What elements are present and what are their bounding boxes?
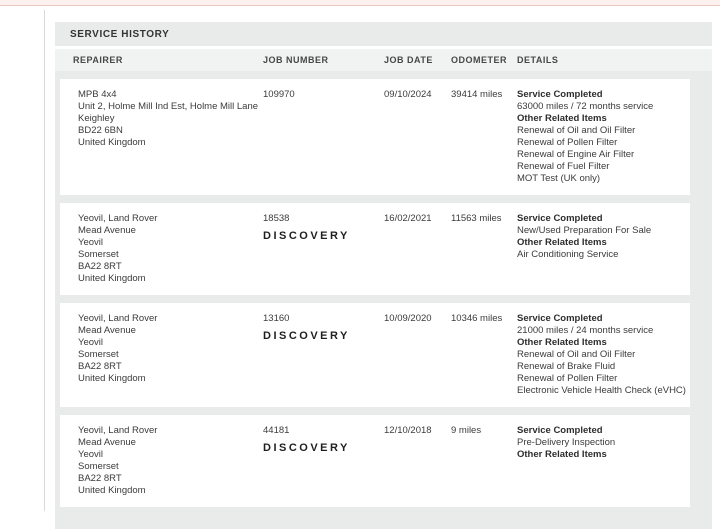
detail-line: Service Completed bbox=[517, 313, 603, 324]
repairer-line: Yeovil bbox=[78, 237, 104, 248]
detail-line: MOT Test (UK only) bbox=[517, 173, 601, 184]
repairer-line: United Kingdom bbox=[78, 373, 146, 384]
repairer-line: BA22 8RT bbox=[78, 261, 122, 272]
detail-line: Renewal of Pollen Filter bbox=[517, 373, 618, 384]
column-header-repairer: REPAIRER bbox=[73, 55, 123, 65]
detail-line: Renewal of Brake Fluid bbox=[517, 361, 616, 372]
job-date-cell: 10/09/2020 bbox=[384, 313, 432, 324]
detail-line: 21000 miles / 24 months service bbox=[517, 325, 654, 336]
column-header-details: DETAILS bbox=[517, 55, 559, 65]
details-cell: Service Completed 21000 miles / 24 months… bbox=[517, 313, 686, 397]
detail-line: Renewal of Pollen Filter bbox=[517, 137, 618, 148]
repairer-line: Somerset bbox=[78, 461, 119, 472]
job-date-cell: 09/10/2024 bbox=[384, 89, 432, 100]
detail-line: Other Related Items bbox=[517, 449, 607, 460]
detail-line: Air Conditioning Service bbox=[517, 249, 619, 260]
repairer-line: Keighley bbox=[78, 113, 115, 124]
service-history-panel: SERVICE HISTORY REPAIRER JOB NUMBER JOB … bbox=[55, 22, 712, 529]
discovery-logo: DISCOVERY bbox=[263, 230, 350, 242]
repairer-line: United Kingdom bbox=[78, 137, 146, 148]
repairer-line: United Kingdom bbox=[78, 273, 146, 284]
job-number-cell: 18538 DISCOVERY bbox=[263, 213, 384, 285]
repairer-line: Somerset bbox=[78, 249, 119, 260]
repairer-line: Somerset bbox=[78, 349, 119, 360]
detail-line: Pre-Delivery Inspection bbox=[517, 437, 616, 448]
job-number-value: 44181 bbox=[263, 425, 290, 436]
column-header-job-number: JOB NUMBER bbox=[263, 55, 329, 65]
repairer-cell: Yeovil, Land Rover Mead Avenue Yeovil Somer… bbox=[73, 313, 263, 397]
repairer-line: Yeovil, Land Rover bbox=[78, 313, 158, 324]
repairer-line: Yeovil, Land Rover bbox=[78, 213, 158, 224]
detail-line: New/Used Preparation For Sale bbox=[517, 225, 652, 236]
detail-line: Renewal of Oil and Oil Filter bbox=[517, 349, 636, 360]
repairer-line: BA22 8RT bbox=[78, 473, 122, 484]
repairer-line: BA22 8RT bbox=[78, 361, 122, 372]
repairer-line: Yeovil bbox=[78, 337, 104, 348]
left-divider-line bbox=[44, 10, 45, 511]
column-header-job-date: JOB DATE bbox=[384, 55, 433, 65]
repairer-line: Mead Avenue bbox=[78, 325, 136, 336]
column-header-odometer: ODOMETER bbox=[451, 55, 508, 65]
odometer-cell: 11563 miles bbox=[451, 213, 502, 224]
repairer-line: BD22 6BN bbox=[78, 125, 123, 136]
job-number-value: 109970 bbox=[263, 89, 295, 100]
detail-line: 63000 miles / 72 months service bbox=[517, 101, 654, 112]
service-record-row: Yeovil, Land Rover Mead Avenue Yeovil Somer… bbox=[60, 415, 690, 507]
job-number-value: 13160 bbox=[263, 313, 290, 324]
job-number-cell: 109970 bbox=[263, 89, 384, 185]
service-record-row: Yeovil, Land Rover Mead Avenue Yeovil Somer… bbox=[60, 203, 690, 295]
repairer-line: Mead Avenue bbox=[78, 225, 136, 236]
detail-line: Service Completed bbox=[517, 89, 603, 100]
repairer-line: United Kingdom bbox=[78, 485, 146, 496]
repairer-cell: Yeovil, Land Rover Mead Avenue Yeovil Somer… bbox=[73, 213, 263, 285]
detail-line: Electronic Vehicle Health Check (eVHC) bbox=[517, 385, 686, 396]
detail-line: Other Related Items bbox=[517, 337, 607, 348]
detail-line: Renewal of Engine Air Filter bbox=[517, 149, 635, 160]
job-number-cell: 44181 DISCOVERY bbox=[263, 425, 384, 497]
detail-line: Renewal of Fuel Filter bbox=[517, 161, 610, 172]
repairer-line: Mead Avenue bbox=[78, 437, 136, 448]
job-number-cell: 13160 DISCOVERY bbox=[263, 313, 384, 397]
repairer-cell: MPB 4x4 Unit 2, Holme Mill Ind Est, Holme… bbox=[73, 89, 263, 185]
panel-title: SERVICE HISTORY bbox=[70, 28, 170, 40]
odometer-cell: 9 miles bbox=[451, 425, 482, 436]
detail-line: Service Completed bbox=[517, 425, 603, 436]
discovery-logo: DISCOVERY bbox=[263, 442, 350, 454]
details-cell: Service Completed 63000 miles / 72 months… bbox=[517, 89, 678, 185]
repairer-line: Unit 2, Holme Mill Ind Est, Holme Mill L… bbox=[78, 101, 259, 112]
discovery-logo: DISCOVERY bbox=[263, 330, 350, 342]
repairer-line: Yeovil, Land Rover bbox=[78, 425, 158, 436]
repairer-line: Yeovil bbox=[78, 449, 104, 460]
detail-line: Service Completed bbox=[517, 213, 603, 224]
service-record-row: Yeovil, Land Rover Mead Avenue Yeovil Somer… bbox=[60, 303, 690, 407]
table-header-row: REPAIRER JOB NUMBER JOB DATE ODOMETER DE… bbox=[55, 49, 712, 71]
job-number-value: 18538 bbox=[263, 213, 290, 224]
repairer-cell: Yeovil, Land Rover Mead Avenue Yeovil Somer… bbox=[73, 425, 263, 497]
odometer-cell: 39414 miles bbox=[451, 89, 503, 100]
details-cell: Service Completed Pre-Delivery Inspection… bbox=[517, 425, 678, 497]
details-cell: Service Completed New/Used Preparation Fo… bbox=[517, 213, 678, 285]
service-record-list: MPB 4x4 Unit 2, Holme Mill Ind Est, Holme… bbox=[55, 79, 712, 507]
job-date-cell: 12/10/2018 bbox=[384, 425, 432, 436]
service-record-row: MPB 4x4 Unit 2, Holme Mill Ind Est, Holme… bbox=[60, 79, 690, 195]
repairer-line: MPB 4x4 bbox=[78, 89, 117, 100]
detail-line: Renewal of Oil and Oil Filter bbox=[517, 125, 636, 136]
top-accent-bar bbox=[0, 0, 720, 6]
detail-line: Other Related Items bbox=[517, 113, 607, 124]
odometer-cell: 10346 miles bbox=[451, 313, 503, 324]
detail-line: Other Related Items bbox=[517, 237, 607, 248]
title-divider bbox=[55, 46, 712, 49]
job-date-cell: 16/02/2021 bbox=[384, 213, 432, 224]
